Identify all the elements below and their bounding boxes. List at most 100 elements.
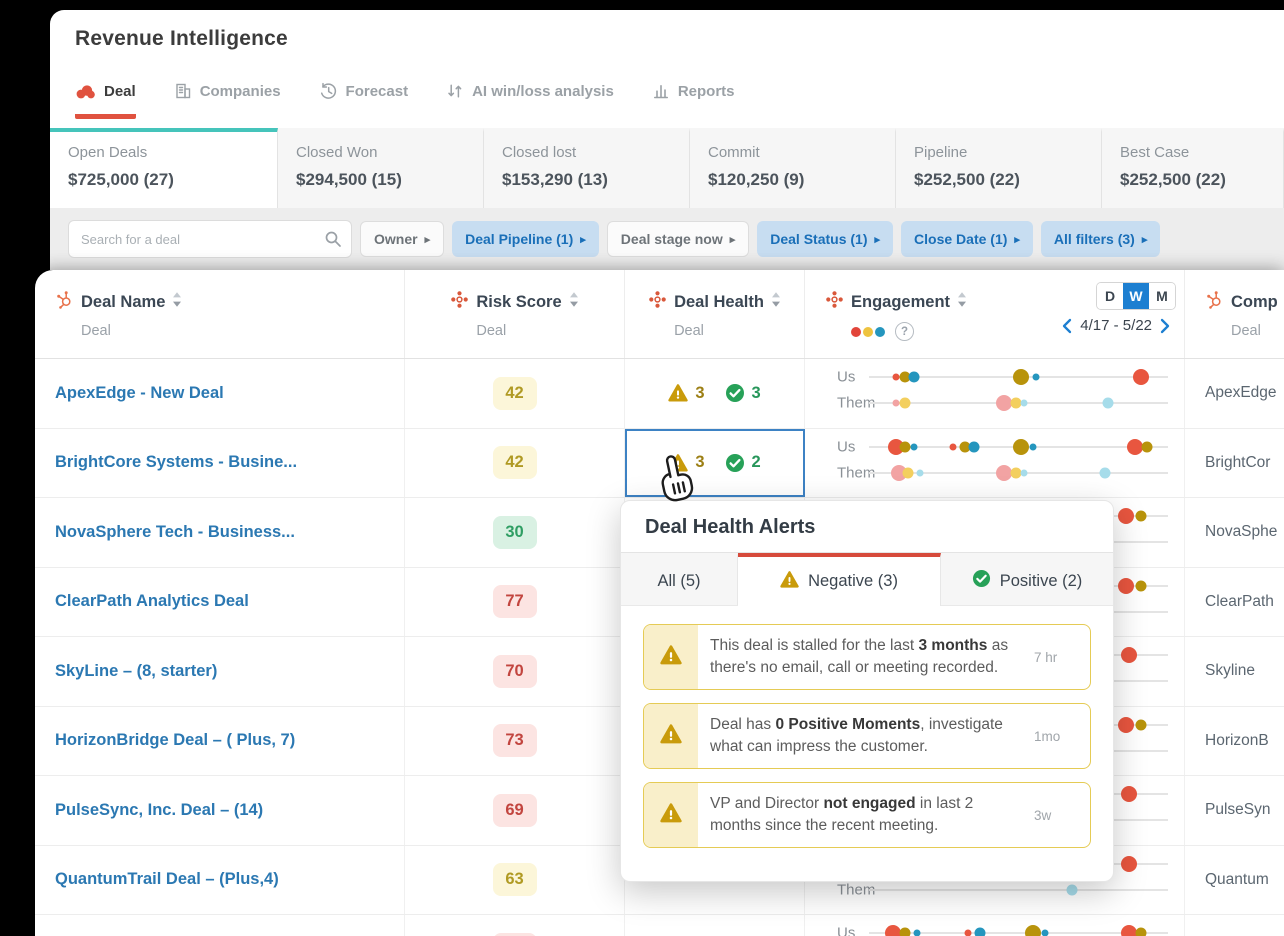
summary-card-commit[interactable]: Commit $120,250 (9) bbox=[690, 128, 896, 208]
column-header-risk-score[interactable]: Risk Score Deal bbox=[405, 270, 625, 358]
warning-icon bbox=[660, 723, 682, 750]
nav-tab-label: Deal bbox=[104, 83, 136, 100]
filter-chip-close-date-1-[interactable]: Close Date (1) ▸ bbox=[901, 221, 1033, 257]
engagement-legend: ? bbox=[851, 322, 967, 341]
company-cell: ClearPath bbox=[1205, 592, 1274, 610]
risk-score-badge: 42 bbox=[492, 376, 537, 410]
period-option-w[interactable]: W bbox=[1123, 283, 1149, 309]
engagement-dot bbox=[1066, 884, 1078, 895]
alert-card: This deal is stalled for the last 3 mont… bbox=[643, 624, 1091, 690]
deal-name-link[interactable]: NovaSphere Tech - Business... bbox=[55, 522, 295, 541]
deal-name-link[interactable]: PulseSync, Inc. Deal – (14) bbox=[55, 800, 264, 819]
column-label: Deal Name bbox=[81, 292, 166, 311]
summary-card-best-case[interactable]: Best Case $252,500 (22) bbox=[1102, 128, 1284, 208]
search-input[interactable] bbox=[69, 221, 351, 257]
filter-chip-deal-stage-now[interactable]: Deal stage now ▸ bbox=[606, 221, 750, 257]
summary-card-closed-won[interactable]: Closed Won $294,500 (15) bbox=[278, 128, 484, 208]
risk-score-badge: 77 bbox=[492, 585, 537, 619]
company-cell bbox=[1185, 915, 1284, 936]
filter-chip-deal-pipeline-1-[interactable]: Deal Pipeline (1) ▸ bbox=[452, 221, 599, 257]
help-icon[interactable]: ? bbox=[895, 322, 914, 341]
table-row: BrightCore Systems - Busine... 42 3 2 Us Them… bbox=[35, 428, 1284, 498]
chevron-right-icon: ▸ bbox=[580, 234, 586, 246]
deal-name-link[interactable]: ClearPath Analytics Deal bbox=[55, 592, 249, 611]
deal-name-cell bbox=[35, 915, 405, 936]
column-header-deal-health[interactable]: Deal Health Deal bbox=[625, 270, 805, 358]
alert-timestamp: 7 hr bbox=[1034, 649, 1058, 665]
engagement-dot bbox=[899, 441, 911, 452]
card-value: $294,500 (15) bbox=[296, 170, 402, 189]
period-option-d[interactable]: D bbox=[1097, 283, 1123, 309]
risk-score-badge: 63 bbox=[492, 863, 537, 897]
filter-chip-deal-status-1-[interactable]: Deal Status (1) ▸ bbox=[757, 221, 894, 257]
filter-chips: Owner ▸ Deal Pipeline (1) ▸ Deal stage now ▸ D… bbox=[360, 221, 1161, 257]
next-period-icon[interactable] bbox=[1160, 318, 1170, 334]
column-label: Comp bbox=[1231, 292, 1278, 311]
engagement-dot bbox=[964, 929, 972, 936]
them-label: Them bbox=[837, 464, 876, 481]
deal-search bbox=[68, 220, 352, 258]
us-label: Us bbox=[837, 438, 856, 455]
deal-name-cell: ClearPath Analytics Deal bbox=[35, 567, 405, 636]
engagement-cell[interactable]: Us Them bbox=[805, 428, 1185, 497]
sort-icon[interactable] bbox=[957, 291, 967, 313]
nav-tab-forecast[interactable]: Forecast bbox=[319, 82, 408, 119]
filter-chip-owner[interactable]: Owner ▸ bbox=[360, 221, 445, 257]
popup-tab-negative-3-[interactable]: Negative (3) bbox=[738, 553, 941, 606]
deal-name-link[interactable]: QuantumTrail Deal – (Plus,4) bbox=[55, 870, 279, 889]
us-timeline bbox=[869, 369, 1168, 385]
deal-name-link[interactable]: ApexEdge - New Deal bbox=[55, 383, 224, 402]
companies-icon bbox=[174, 82, 192, 100]
deal-health-cell[interactable] bbox=[625, 915, 805, 936]
engagement-dot bbox=[1025, 925, 1042, 936]
nav-tab-reports[interactable]: Reports bbox=[652, 82, 735, 119]
risk-score-cell: 73 bbox=[405, 706, 625, 775]
summary-card-pipeline[interactable]: Pipeline $252,500 (22) bbox=[896, 128, 1102, 208]
summary-card-open-deals[interactable]: Open Deals $725,000 (27) bbox=[50, 128, 278, 208]
nav-tab-deal[interactable]: Deal bbox=[75, 83, 136, 119]
positive-count: 3 bbox=[751, 383, 761, 402]
summary-card-closed-lost[interactable]: Closed lost $153,290 (13) bbox=[484, 128, 690, 208]
column-header-company[interactable]: Comp Deal bbox=[1185, 270, 1284, 358]
deal-name-cell: HorizonBridge Deal – ( Plus, 7) bbox=[35, 706, 405, 775]
positive-count: 2 bbox=[751, 453, 761, 472]
engagement-dot bbox=[1118, 716, 1135, 733]
filter-chip-all-filters-3-[interactable]: All filters (3) ▸ bbox=[1040, 221, 1161, 257]
nav-tab-ai-win-loss-analysis[interactable]: AI win/loss analysis bbox=[446, 82, 614, 119]
engagement-dot bbox=[892, 399, 900, 407]
risk-score-cell: 77 bbox=[405, 567, 625, 636]
popup-tab-label: Positive (2) bbox=[999, 571, 1083, 590]
forecast-icon bbox=[319, 82, 338, 100]
nav-tab-companies[interactable]: Companies bbox=[174, 82, 281, 119]
card-value: $252,500 (22) bbox=[914, 170, 1020, 189]
legend-dot-blue bbox=[875, 326, 885, 337]
popup-tab-positive-2-[interactable]: Positive (2) bbox=[941, 553, 1113, 605]
deal-name-link[interactable]: SkyLine – (8, starter) bbox=[55, 661, 218, 680]
period-option-m[interactable]: M bbox=[1149, 283, 1175, 309]
sort-icon[interactable] bbox=[771, 291, 781, 313]
prev-period-icon[interactable] bbox=[1062, 318, 1072, 334]
engagement-dot bbox=[908, 371, 920, 383]
engagement-dot bbox=[1013, 438, 1030, 455]
engagement-dot bbox=[899, 397, 911, 409]
deal-name-link[interactable]: HorizonBridge Deal – ( Plus, 7) bbox=[55, 731, 296, 750]
deal-name-link[interactable]: BrightCore Systems - Busine... bbox=[55, 453, 298, 472]
popup-tab-all-5-[interactable]: All (5) bbox=[621, 553, 738, 605]
card-value: $252,500 (22) bbox=[1120, 170, 1226, 189]
column-header-deal-name[interactable]: Deal Name Deal bbox=[35, 270, 405, 358]
engagement-dot bbox=[902, 467, 914, 478]
sort-icon[interactable] bbox=[172, 291, 182, 313]
engagement-dot bbox=[968, 441, 980, 452]
company-cell: Quantum bbox=[1205, 870, 1269, 888]
popup-tabs: All (5) Negative (3) Positive (2) bbox=[621, 553, 1113, 606]
sort-icon[interactable] bbox=[569, 291, 579, 313]
ai-winloss-icon bbox=[446, 82, 464, 100]
card-label: Open Deals bbox=[68, 144, 148, 161]
engagement-dot bbox=[1135, 927, 1147, 936]
engagement-dot bbox=[1135, 510, 1147, 522]
